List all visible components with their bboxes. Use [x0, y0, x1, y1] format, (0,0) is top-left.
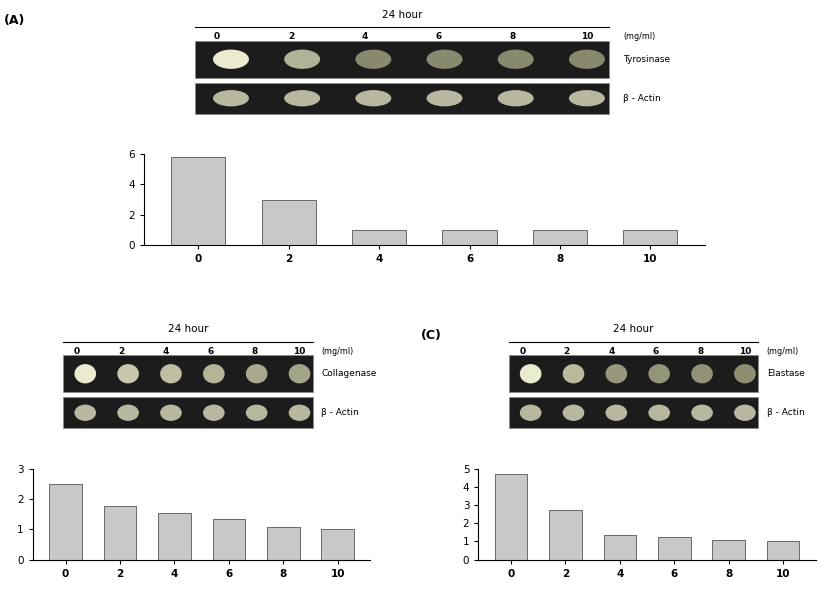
Text: β - Actin: β - Actin: [767, 408, 804, 417]
Ellipse shape: [355, 49, 391, 69]
Ellipse shape: [606, 364, 627, 383]
Bar: [508, 355, 758, 392]
Text: 4: 4: [608, 347, 615, 356]
Ellipse shape: [246, 364, 268, 383]
Bar: [508, 397, 758, 428]
Ellipse shape: [648, 405, 670, 421]
Text: (A): (A): [4, 14, 26, 27]
Ellipse shape: [74, 405, 96, 421]
Text: 4: 4: [162, 347, 169, 356]
Ellipse shape: [734, 364, 756, 383]
Ellipse shape: [355, 90, 391, 107]
Ellipse shape: [288, 364, 311, 383]
Ellipse shape: [498, 90, 534, 107]
Text: 24 hour: 24 hour: [168, 325, 208, 335]
Bar: [194, 82, 609, 114]
Text: Tyrosinase: Tyrosinase: [623, 55, 671, 64]
Text: 6: 6: [653, 347, 659, 356]
Ellipse shape: [648, 364, 670, 383]
Bar: [63, 397, 313, 428]
Ellipse shape: [203, 405, 225, 421]
Bar: [549, 509, 582, 560]
Ellipse shape: [203, 364, 225, 383]
Bar: [63, 355, 313, 392]
Bar: [658, 537, 691, 560]
Bar: [171, 157, 226, 245]
Text: 0: 0: [74, 347, 80, 356]
Text: 2: 2: [288, 32, 294, 41]
Bar: [494, 474, 527, 560]
Bar: [603, 535, 636, 560]
Ellipse shape: [691, 364, 713, 383]
Ellipse shape: [569, 90, 605, 107]
Bar: [262, 200, 316, 245]
Ellipse shape: [606, 405, 627, 421]
Text: 0: 0: [519, 347, 525, 356]
Text: (mg/ml): (mg/ml): [321, 347, 353, 356]
Text: 8: 8: [510, 32, 516, 41]
Ellipse shape: [427, 90, 462, 107]
Ellipse shape: [74, 364, 96, 383]
Text: 2: 2: [118, 347, 124, 356]
Text: Collagenase: Collagenase: [321, 369, 377, 378]
Ellipse shape: [160, 364, 182, 383]
Text: (C): (C): [421, 329, 442, 342]
Text: 6: 6: [436, 32, 442, 41]
Text: 8: 8: [252, 347, 258, 356]
Text: Elastase: Elastase: [767, 369, 804, 378]
Bar: [623, 230, 677, 245]
Ellipse shape: [520, 405, 541, 421]
Bar: [713, 540, 745, 560]
Text: 10: 10: [293, 347, 306, 356]
Bar: [321, 530, 354, 560]
Bar: [533, 230, 587, 245]
Ellipse shape: [734, 405, 756, 421]
Text: 4: 4: [362, 32, 368, 41]
Text: 6: 6: [208, 347, 213, 356]
Bar: [352, 230, 406, 245]
Ellipse shape: [117, 405, 139, 421]
Text: 10: 10: [581, 32, 593, 41]
Ellipse shape: [520, 364, 541, 383]
Ellipse shape: [427, 49, 462, 69]
Text: 24 hour: 24 hour: [613, 325, 653, 335]
Text: 10: 10: [738, 347, 751, 356]
Text: β - Actin: β - Actin: [321, 408, 359, 417]
Text: 0: 0: [214, 32, 220, 41]
Bar: [49, 484, 82, 560]
Text: (mg/ml): (mg/ml): [623, 32, 656, 41]
Text: 8: 8: [697, 347, 704, 356]
Ellipse shape: [569, 49, 605, 69]
Text: β - Actin: β - Actin: [623, 94, 661, 102]
Ellipse shape: [691, 405, 713, 421]
Ellipse shape: [284, 90, 321, 107]
Ellipse shape: [160, 405, 182, 421]
Text: (mg/ml): (mg/ml): [767, 347, 799, 356]
Bar: [158, 512, 191, 560]
Ellipse shape: [213, 90, 249, 107]
Ellipse shape: [213, 49, 249, 69]
Bar: [194, 41, 609, 78]
Ellipse shape: [246, 405, 268, 421]
Ellipse shape: [288, 405, 311, 421]
Bar: [213, 518, 246, 560]
Bar: [267, 527, 300, 560]
Bar: [104, 507, 136, 560]
Text: 24 hour: 24 hour: [382, 10, 422, 20]
Bar: [442, 230, 497, 245]
Ellipse shape: [284, 49, 321, 69]
Ellipse shape: [563, 364, 584, 383]
Bar: [767, 541, 799, 560]
Text: 2: 2: [564, 347, 570, 356]
Ellipse shape: [117, 364, 139, 383]
Ellipse shape: [498, 49, 534, 69]
Ellipse shape: [563, 405, 584, 421]
